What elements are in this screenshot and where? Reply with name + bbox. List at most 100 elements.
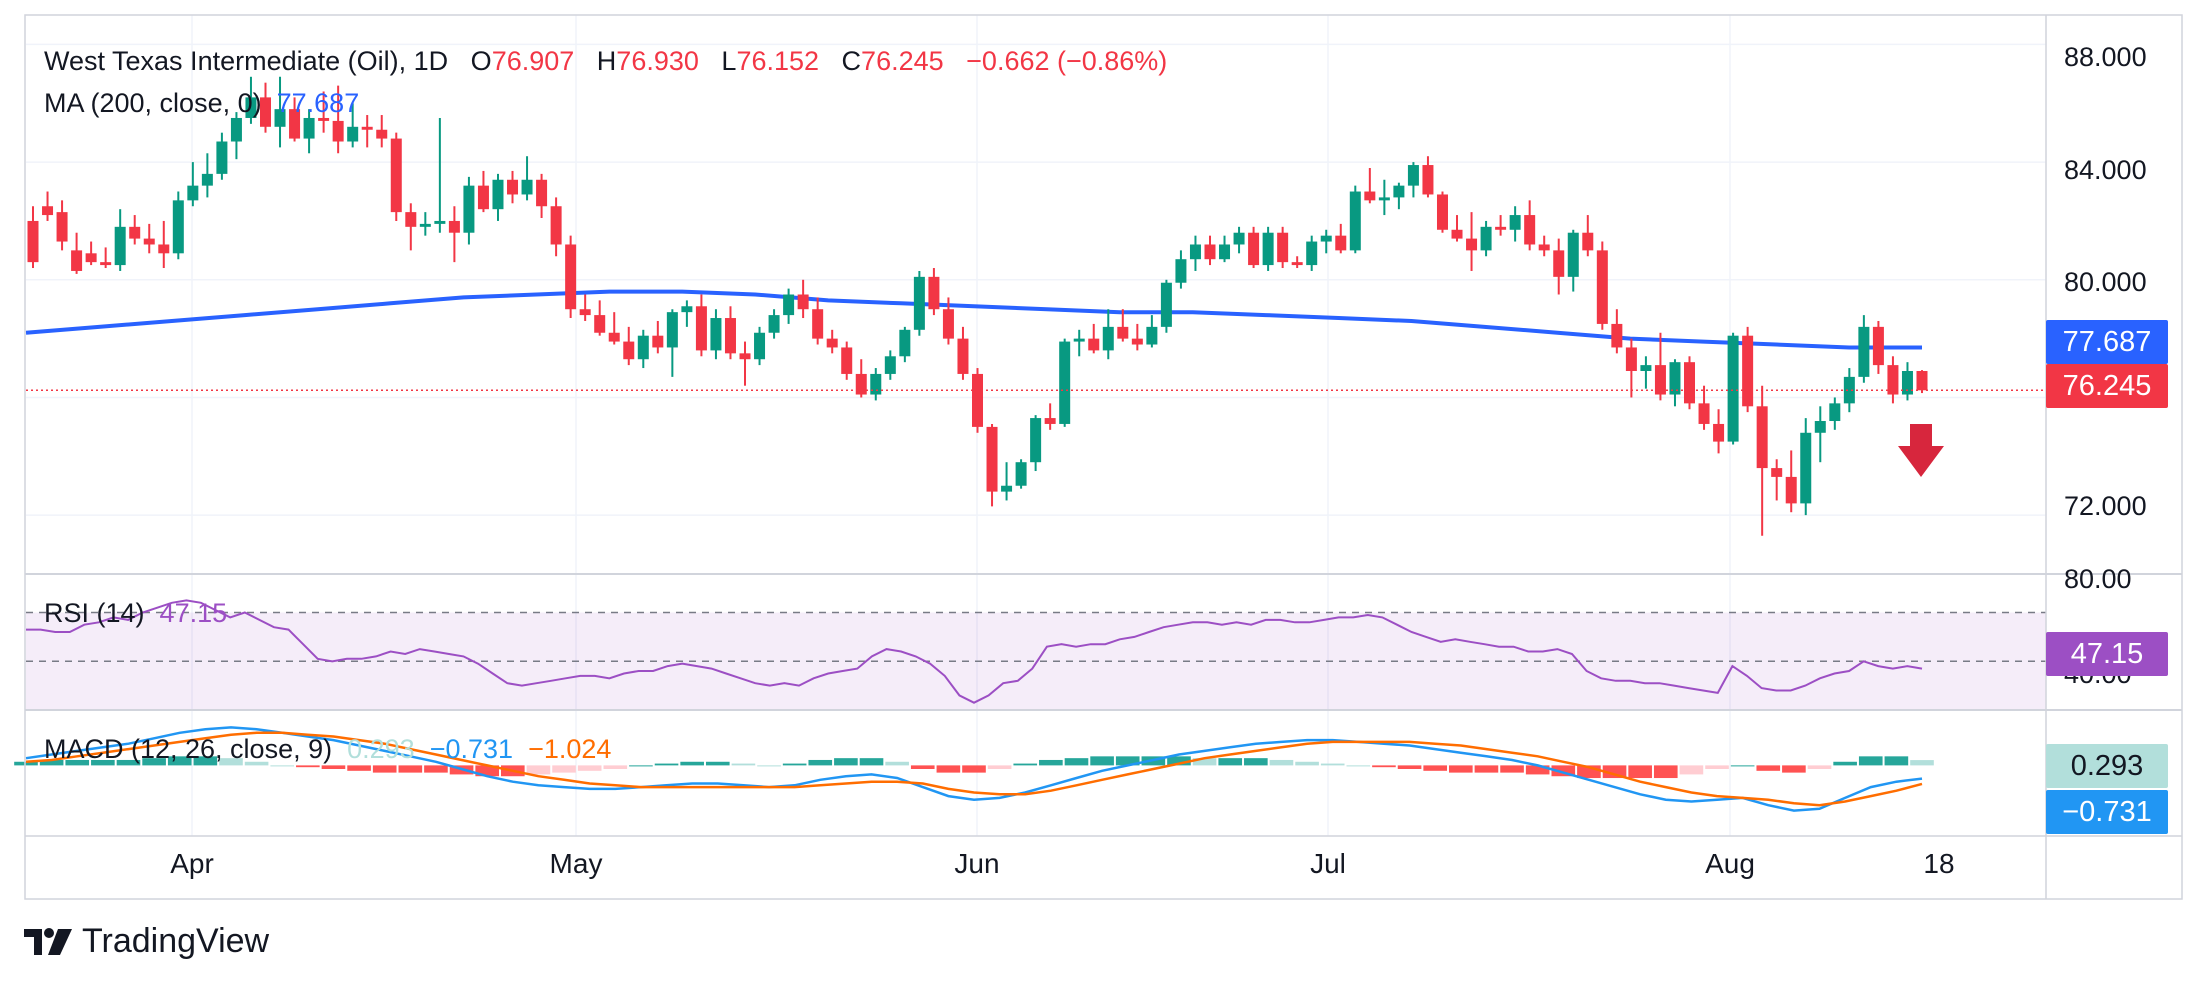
macd-hist-bar [398, 765, 423, 773]
candle-body [492, 179, 504, 210]
candle-body [477, 185, 489, 210]
candle-body [826, 338, 838, 348]
candle-body [1451, 229, 1463, 239]
candle-body [1117, 326, 1129, 339]
candle-body [129, 226, 141, 239]
macd-line [25, 726, 1923, 812]
symbol-title: West Texas Intermediate (Oil), 1D [44, 46, 449, 76]
macd-hist-bar [321, 765, 346, 769]
candle-body [1596, 250, 1608, 324]
macd-hist-bar [1295, 761, 1319, 766]
macd-hist-bar [1653, 765, 1678, 779]
candle-body [1654, 365, 1666, 395]
macd-hist-bar [1525, 765, 1550, 775]
candle-body [986, 426, 998, 492]
macd-label: MACD (12, 26, close, 9) [44, 734, 333, 764]
candle-body [521, 179, 533, 195]
candle-body [623, 341, 635, 360]
macd-hist-bar [1167, 756, 1191, 766]
candle-body [1001, 485, 1013, 492]
macd-hist-bar [1628, 765, 1652, 779]
candle-body [797, 294, 809, 310]
macd-legend: MACD (12, 26, close, 9) 0.293 −0.731 −1.… [44, 734, 611, 765]
candle-body [1814, 421, 1826, 433]
candle-body [1189, 244, 1201, 260]
macd-hist-bar [296, 765, 320, 768]
candle-body [42, 206, 54, 216]
macd-hist-bar [1500, 765, 1524, 773]
candle-body [1713, 423, 1725, 442]
price-tick-88: 88.000 [2064, 42, 2147, 72]
macd-hist-bar [654, 763, 679, 766]
tradingview-logo-icon [24, 927, 72, 955]
candle-body [376, 129, 388, 139]
candle-body [1219, 244, 1231, 260]
candle-body [594, 315, 606, 333]
macd-hist-bar [193, 756, 218, 766]
macd-hist-bar [987, 765, 1012, 769]
candle-body [928, 276, 940, 310]
macd-hist-bar [91, 759, 115, 766]
candle-body [56, 212, 68, 242]
tradingview-logo[interactable]: TradingView [24, 922, 269, 961]
rsi-line [26, 599, 1923, 704]
macd-hist-bar [885, 761, 909, 766]
candle-body [1349, 191, 1361, 251]
candles-layer [26, 76, 2046, 536]
macd-hist-bar [808, 759, 833, 766]
candle-body [1233, 232, 1245, 245]
macd-hist-bar [731, 763, 756, 766]
candle-body [143, 238, 155, 245]
close-label: C [841, 46, 862, 76]
low-label: L [721, 46, 737, 76]
macd-hist-bar [834, 758, 858, 766]
candle-body [536, 179, 548, 207]
macd-hist-bar [603, 765, 628, 769]
x-tick-aug: Aug [1705, 848, 1755, 879]
candle-body [419, 223, 431, 227]
macd-hist-bar [1858, 756, 1883, 766]
x-tick-18: 18 [1923, 848, 1955, 879]
macd-signal-value: −1.024 [528, 734, 612, 764]
candle-body [608, 332, 620, 342]
candle-body [1291, 262, 1303, 266]
candle-body [1335, 235, 1347, 251]
candle-body [158, 244, 170, 254]
macd-hist-bar [1910, 760, 1934, 766]
candle-body [463, 185, 475, 233]
macd-hist-bar [1244, 758, 1268, 766]
macd-hist-bar [1397, 765, 1422, 769]
candle-body [550, 206, 562, 245]
candle-body [1393, 185, 1405, 198]
macd-hist-bar [1346, 765, 1371, 767]
macd-hist-bar [142, 758, 166, 766]
candle-body [1640, 365, 1652, 371]
ma200-line [25, 289, 1922, 350]
candle-body [1582, 232, 1594, 251]
grid-lines [26, 15, 2046, 836]
macd-hist-bar [39, 759, 64, 766]
candle-body [1785, 476, 1797, 504]
candle-body [1436, 194, 1448, 230]
macd-hist-bar [1192, 758, 1217, 766]
macd-hist-bar [1551, 765, 1576, 777]
candle-body [637, 335, 649, 360]
candle-body [913, 276, 925, 330]
candle-body [1073, 338, 1085, 342]
macd-hist-bar [270, 765, 295, 767]
candle-body [245, 97, 257, 118]
x-tick-apr: Apr [170, 848, 214, 879]
macd-hist-bar [1730, 765, 1755, 767]
macd-hist-bar [1372, 765, 1396, 768]
macd-hist-bar [705, 761, 730, 766]
candle-body [1901, 370, 1913, 395]
candle-body [1364, 191, 1376, 201]
macd-hist-bar [116, 759, 141, 766]
candle-body [754, 332, 766, 360]
candle-body [1466, 238, 1478, 251]
candle-body [347, 126, 359, 142]
candle-body [100, 262, 112, 266]
macd-hist-bar [475, 765, 499, 777]
close-value: 76.245 [861, 46, 944, 76]
candle-body [681, 306, 693, 313]
